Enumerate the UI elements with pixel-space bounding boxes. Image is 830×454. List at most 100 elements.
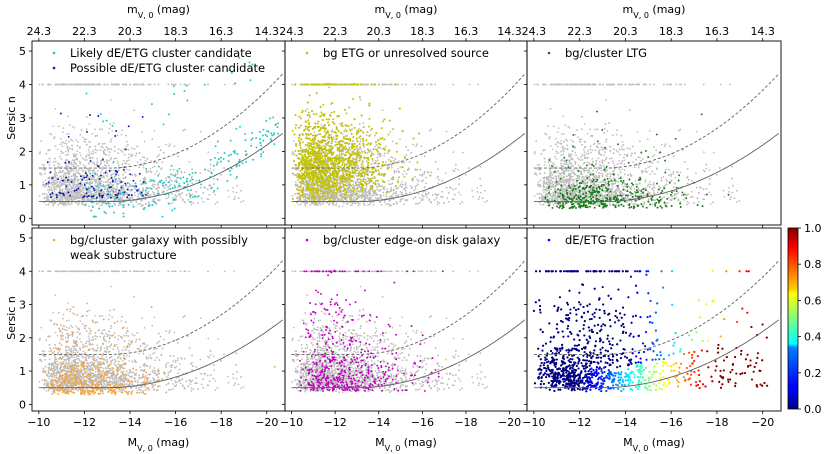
background-point (189, 193, 191, 196)
background-point (124, 177, 127, 179)
point-dE_possible (135, 185, 138, 188)
point-dE_likely (85, 92, 88, 95)
background-point (374, 145, 377, 148)
background-point (78, 202, 81, 204)
background-point (90, 198, 93, 200)
background-point (302, 199, 305, 201)
background-point (72, 186, 74, 188)
background-point (109, 140, 112, 143)
background-point (424, 190, 427, 193)
background-point (84, 83, 86, 86)
point-dE_possible (126, 188, 129, 191)
background-point (183, 201, 186, 204)
background-point (92, 171, 94, 174)
background-point (476, 187, 479, 189)
background-point (79, 151, 81, 154)
background-point (196, 196, 198, 198)
background-point (370, 194, 373, 197)
background-point (169, 143, 171, 146)
point-dE_likely (203, 83, 206, 86)
point-dE_likely (117, 198, 120, 201)
background-point (89, 194, 92, 197)
background-point (60, 137, 62, 140)
point-dE_likely (208, 184, 211, 187)
background-point (357, 197, 360, 199)
background-point (159, 149, 162, 152)
background-point (61, 196, 63, 199)
background-point (58, 83, 61, 86)
background-point (95, 172, 98, 175)
background-point (362, 122, 365, 124)
background-point (351, 204, 353, 206)
background-point (120, 133, 123, 136)
background-point (405, 192, 408, 195)
background-point (102, 157, 104, 159)
background-point (452, 198, 455, 201)
point-dE_possible (122, 168, 125, 171)
background-point (107, 164, 110, 167)
background-point (134, 154, 137, 157)
background-point (105, 169, 108, 172)
background-point (73, 183, 75, 186)
background-point (87, 148, 90, 151)
point-dE_likely (113, 211, 115, 214)
point-dE_likely (194, 195, 197, 198)
background-point (447, 192, 450, 194)
background-point (115, 192, 118, 195)
background-point (366, 177, 369, 179)
background-point (294, 181, 297, 184)
background-point (125, 191, 127, 194)
background-point (363, 204, 366, 207)
background-point (421, 83, 424, 86)
background-point (399, 183, 402, 186)
point-dE_possible (92, 187, 95, 190)
background-point (108, 197, 110, 199)
background-point (143, 182, 146, 185)
background-point (85, 128, 88, 131)
point-dE_possible (123, 191, 126, 194)
background-point (437, 193, 440, 196)
background-point (50, 133, 53, 136)
background-point (321, 138, 324, 141)
background-point (178, 194, 181, 196)
point-dE_possible (75, 189, 78, 191)
background-point (119, 179, 122, 182)
background-point (60, 143, 62, 146)
point-dE_likely (234, 152, 236, 154)
background-point (100, 159, 102, 162)
point-dE_likely (260, 144, 263, 147)
background-point (81, 169, 84, 172)
point-dE_likely (259, 131, 261, 133)
background-point (138, 190, 140, 193)
background-point (172, 196, 175, 199)
background-point (118, 164, 120, 167)
background-point (385, 203, 387, 206)
background-point (392, 198, 395, 201)
background-point (125, 83, 127, 86)
background-point (79, 189, 81, 192)
background-point (436, 201, 439, 203)
background-point (112, 195, 115, 198)
background-point (102, 150, 105, 152)
point-dE_possible (110, 177, 113, 179)
background-point (114, 175, 116, 178)
point-dE_likely (249, 79, 252, 82)
background-point (428, 129, 431, 132)
background-point (356, 147, 359, 150)
point-dE_likely (269, 138, 272, 141)
background-point (458, 178, 460, 180)
background-point (75, 153, 78, 156)
background-point (52, 198, 55, 201)
background-point (180, 193, 182, 195)
background-point (156, 155, 159, 158)
background-point (67, 165, 69, 168)
background-point (372, 83, 375, 86)
background-point (145, 203, 147, 205)
background-point (77, 140, 79, 143)
background-point (117, 191, 120, 194)
background-point (76, 150, 79, 152)
background-point (122, 173, 124, 176)
background-point (94, 191, 97, 194)
background-point (56, 184, 58, 187)
point-dE_likely (250, 144, 253, 147)
